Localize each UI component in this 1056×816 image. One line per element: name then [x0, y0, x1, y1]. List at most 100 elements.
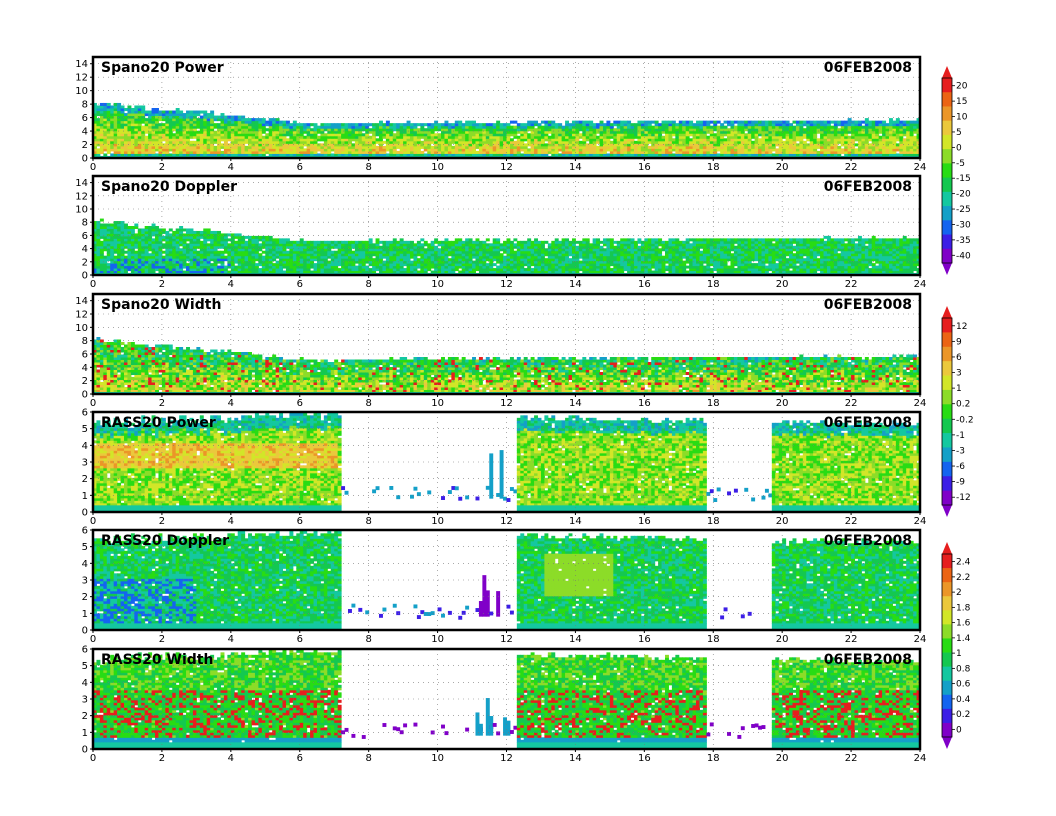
- x-tick-label: 16: [638, 398, 651, 409]
- x-tick-label: 22: [845, 753, 858, 764]
- panel-title: RASS20 Width: [101, 652, 213, 668]
- x-tick-label: 24: [914, 162, 927, 173]
- x-tick-label: 0: [90, 398, 96, 409]
- heatmap-cells: [93, 530, 921, 630]
- x-tick-label: 14: [569, 398, 582, 409]
- colorbar-tick-label: -30: [956, 220, 971, 230]
- y-tick-label: 8: [82, 218, 88, 229]
- colorbar-swatch: [942, 447, 952, 463]
- y-tick-label: 0: [82, 508, 88, 519]
- y-tick-label: 2: [82, 376, 88, 387]
- colorbar-tick-label: -1: [956, 431, 965, 441]
- panel-title: RASS20 Power: [101, 415, 216, 431]
- x-tick-label: 4: [228, 162, 234, 173]
- x-tick-label: 8: [365, 162, 371, 173]
- colorbar-tick-label: -35: [956, 236, 971, 246]
- colorbar-tick-label: 1: [956, 649, 962, 659]
- colorbar-swatch: [942, 708, 952, 724]
- x-tick-label: 18: [707, 516, 720, 527]
- colorbar-tick-label: 1: [956, 384, 962, 394]
- x-tick-label: 24: [914, 516, 927, 527]
- x-tick-label: 24: [914, 634, 927, 645]
- colorbar-tick-label: -6: [956, 462, 965, 472]
- y-tick-label: 12: [75, 73, 88, 84]
- y-tick-label: 2: [82, 592, 88, 603]
- x-tick-label: 10: [431, 398, 444, 409]
- x-tick-label: 18: [707, 162, 720, 173]
- colorbar-swatch: [942, 596, 952, 611]
- colorbar-tick-label: 6: [956, 353, 962, 363]
- colorbar-tick-label: 10: [956, 113, 968, 123]
- colorbar-swatch: [942, 404, 952, 420]
- heatmap-cells: [93, 102, 921, 158]
- colorbar-swatch: [942, 389, 952, 405]
- grid: [93, 411, 920, 512]
- x-tick-label: 24: [914, 279, 927, 290]
- x-tick-label: 14: [569, 753, 582, 764]
- x-tick-label: 2: [159, 753, 165, 764]
- x-tick-label: 10: [431, 279, 444, 290]
- y-tick-label: 4: [82, 127, 88, 138]
- colorbar-top-arrow: [942, 306, 952, 318]
- x-tick-label: 0: [90, 279, 96, 290]
- colorbar-tick-label: -0.2: [956, 415, 974, 425]
- colorbar-tick-label: -12: [956, 493, 971, 503]
- colorbar-2: 12 9 6 3 1 0.2 -0.2 -1 -3 -6 -9 -12: [941, 306, 974, 517]
- colorbar-1: 20 15 10 5 0 -5 -15 -20 -25 -30 -35 -40: [941, 66, 971, 275]
- panel-date: 06FEB2008: [824, 60, 912, 76]
- colorbar-swatch: [942, 375, 952, 391]
- colorbar-swatch: [942, 106, 952, 122]
- x-tick-label: 6: [297, 634, 303, 645]
- colorbar-top-arrow: [942, 66, 952, 78]
- x-tick-label: 16: [638, 162, 651, 173]
- x-tick-label: 2: [159, 279, 165, 290]
- colorbar-swatch: [942, 92, 952, 107]
- colorbar-swatch: [942, 568, 952, 583]
- x-tick-label: 8: [365, 398, 371, 409]
- heatmap-cells: [93, 218, 921, 275]
- x-tick-label: 6: [297, 279, 303, 290]
- y-tick-label: 4: [82, 244, 88, 255]
- y-tick-label: 5: [82, 661, 88, 672]
- colorbar-tick-label: 0.2: [956, 710, 970, 720]
- colorbar-swatch: [942, 220, 952, 235]
- x-tick-label: 8: [365, 753, 371, 764]
- y-tick-label: 10: [75, 86, 88, 97]
- y-tick-label: 12: [75, 310, 88, 321]
- colorbar-swatch: [942, 318, 952, 333]
- y-tick-label: 1: [82, 728, 88, 739]
- colorbar-swatch: [942, 418, 952, 434]
- x-tick-label: 24: [914, 753, 927, 764]
- x-tick-label: 8: [365, 279, 371, 290]
- y-tick-label: 6: [82, 113, 88, 124]
- heatmap-cells: [93, 337, 921, 394]
- y-tick-label: 1: [82, 491, 88, 502]
- y-tick-label: 0: [82, 154, 88, 165]
- x-tick-label: 0: [90, 162, 96, 173]
- x-tick-label: 2: [159, 398, 165, 409]
- panel-date: 06FEB2008: [824, 652, 912, 668]
- colorbar-swatch: [942, 694, 952, 710]
- colorbar-swatch: [942, 554, 952, 569]
- y-tick-label: 1: [82, 609, 88, 620]
- colorbar-tick-label: 0.4: [956, 695, 971, 705]
- x-tick-label: 16: [638, 634, 651, 645]
- x-tick-label: 12: [500, 516, 513, 527]
- x-tick-label: 12: [500, 634, 513, 645]
- x-tick-label: 4: [228, 398, 234, 409]
- colorbar-swatch: [942, 149, 952, 164]
- y-tick-label: 10: [75, 205, 88, 216]
- heatmap-cells: [93, 649, 921, 749]
- x-tick-label: 8: [365, 634, 371, 645]
- y-tick-label: 0: [82, 626, 88, 637]
- colorbar-tick-label: 0: [956, 143, 962, 153]
- x-tick-label: 20: [776, 753, 789, 764]
- colorbar-swatch: [942, 78, 952, 93]
- x-tick-label: 16: [638, 279, 651, 290]
- x-tick-label: 0: [90, 516, 96, 527]
- colorbar-swatch: [942, 234, 952, 250]
